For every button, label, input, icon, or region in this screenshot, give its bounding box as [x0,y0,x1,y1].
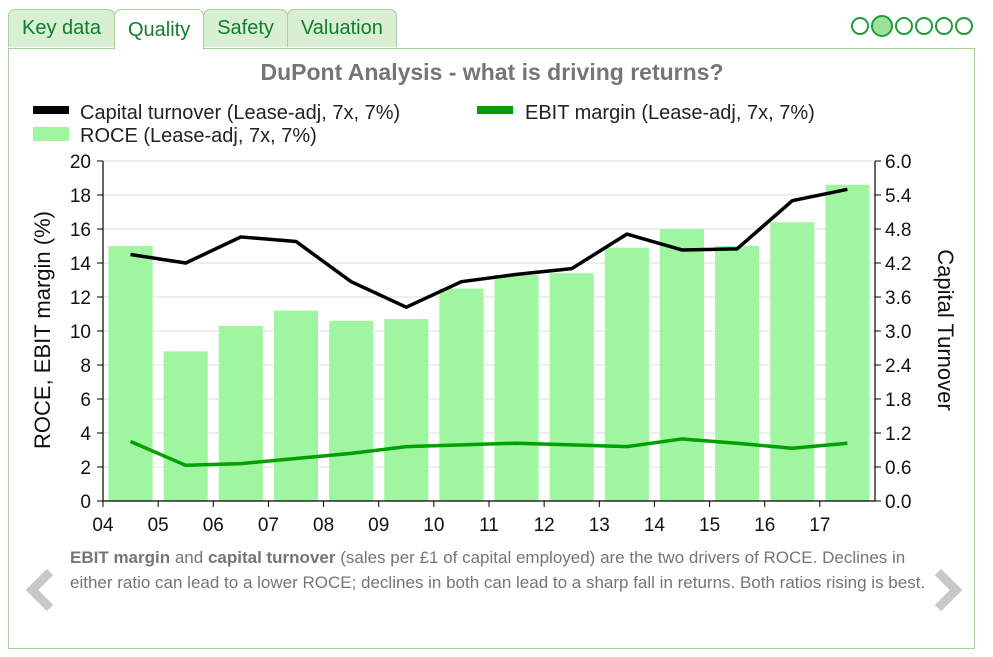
chart-title: DuPont Analysis - what is driving return… [260,59,723,85]
ebit-margin-line [129,437,848,468]
roce-bar [218,325,263,501]
page-indicator [849,15,973,37]
y2-axis-label: Capital Turnover [933,249,958,410]
caption-text-2: (sales per £1 of capital employed) are t… [70,548,926,592]
legend-label-capital-turnover: Capital turnover (Lease-adj, 7x, 7%) [80,102,400,124]
y2-tick-label: 2.4 [885,356,912,377]
y-tick-label: 14 [70,254,92,275]
legend-label-roce: ROCE (Lease-adj, 7x, 7%) [80,125,317,147]
y2-tick-label: 6.0 [885,152,911,173]
caption-bold-turnover: capital turnover [207,548,336,567]
y-tick-label: 8 [80,356,91,377]
x-tick-label: 09 [368,515,389,536]
y-tick-label: 12 [70,288,91,309]
x-tick-label: 07 [258,515,279,536]
chart-caption: EBIT margin and capital turnover (sales … [70,545,930,595]
y-tick-label: 2 [80,458,91,479]
x-tick-label: 08 [313,515,334,536]
tab-quality[interactable]: Quality [113,9,205,50]
page-dot-2[interactable] [871,15,893,37]
caption-text-1: and [170,548,208,567]
y-tick-label: 10 [70,322,91,343]
x-tick-label: 05 [148,515,169,536]
y-axis-label: ROCE, EBIT margin (%) [30,211,55,449]
x-tick-label: 13 [589,515,610,536]
roce-bar [770,222,815,501]
legend-swatch-roce [33,127,69,141]
y2-tick-label: 4.8 [885,220,911,241]
roce-bar [329,320,374,501]
y2-tick-label: 4.2 [885,254,911,275]
y-tick-label: 0 [80,492,91,513]
chevron-right-icon [934,568,963,612]
x-tick-label: 17 [809,515,830,536]
roce-bar [108,246,153,501]
roce-bar [384,319,429,501]
y2-tick-label: 1.8 [885,390,911,411]
roce-bar [439,288,484,501]
roce-bar [825,184,870,502]
legend: Capital turnover (Lease-adj, 7x, 7%) EBI… [33,102,815,147]
tab-safety[interactable]: Safety [203,9,288,47]
chevron-left-icon [25,568,54,612]
y2-tick-label: 5.4 [885,186,912,207]
y-tick-label: 16 [70,220,91,241]
x-tick-label: 10 [423,515,444,536]
y2-tick-label: 1.2 [885,424,911,445]
x-tick-label: 04 [92,515,114,536]
page-dot-6[interactable] [955,17,973,35]
x-tick-label: 11 [479,515,499,536]
roce-bar [163,351,208,501]
page-dot-3[interactable] [895,17,913,35]
tab-bar: Key data Quality Safety Valuation [8,9,397,50]
roce-bar [273,310,319,501]
y2-tick-label: 3.0 [885,322,911,343]
roce-bar [494,274,539,501]
tab-key-data[interactable]: Key data [8,9,115,47]
x-tick-label: 12 [534,515,555,536]
x-tick-label: 16 [754,515,775,536]
roce-bar [715,246,760,501]
x-tick-label: 06 [203,515,224,536]
page-dot-4[interactable] [915,17,933,35]
y2-tick-label: 0.6 [885,458,911,479]
x-tick-label: 15 [699,515,720,536]
tab-valuation[interactable]: Valuation [286,9,397,47]
legend-swatch-ebit-margin [477,106,513,114]
prev-arrow[interactable] [22,568,62,612]
roce-bar [659,229,705,501]
roce-bar [549,273,594,501]
roce-bar [604,247,649,501]
legend-label-ebit-margin: EBIT margin (Lease-adj, 7x, 7%) [525,102,815,124]
next-arrow[interactable] [926,568,966,612]
legend-swatch-capital-turnover [33,106,69,114]
y-tick-label: 20 [70,152,91,173]
y-tick-label: 18 [70,186,91,207]
y-tick-label: 6 [80,390,91,411]
y2-tick-label: 3.6 [885,288,911,309]
y2-tick-label: 0.0 [885,492,911,513]
y-tick-label: 4 [80,424,91,445]
capital-turnover-line [130,187,848,309]
caption-bold-ebit: EBIT margin [70,548,171,567]
page-dot-5[interactable] [935,17,953,35]
page-dot-1[interactable] [851,17,869,35]
x-tick-label: 14 [644,515,666,536]
